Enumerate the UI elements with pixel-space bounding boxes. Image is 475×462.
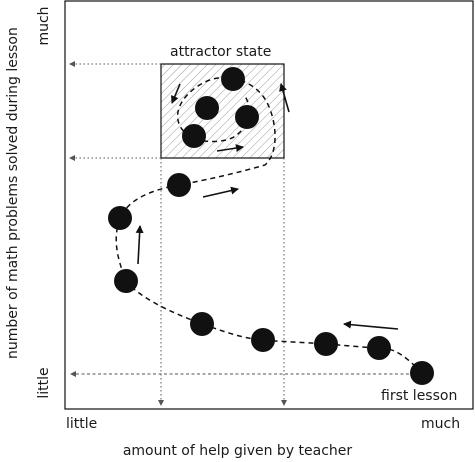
x-axis-low-label: little: [66, 416, 98, 432]
arrow-right-middle: [202, 186, 239, 198]
state-dot: [367, 336, 391, 360]
arrow-right-inside-attractor: [216, 144, 244, 153]
state-dot: [251, 328, 275, 352]
guide-lines: [69, 61, 420, 406]
y-axis-low-label: little: [36, 367, 52, 399]
state-dots: [108, 67, 434, 385]
state-dot: [410, 361, 434, 385]
state-dot: [314, 332, 338, 356]
first-lesson-label: first lesson: [381, 388, 458, 404]
state-dot: [195, 96, 219, 120]
direction-arrows: [135, 83, 399, 330]
state-dot: [221, 67, 245, 91]
state-dot: [167, 173, 191, 197]
x-axis-title: amount of help given by teacher: [122, 443, 353, 459]
state-dot: [235, 105, 259, 129]
x-axis-high-label: much: [421, 416, 461, 432]
y-axis-high-label: much: [36, 6, 52, 46]
trajectory-path: [115, 76, 423, 374]
arrow-up-right-inside-attractor: [279, 83, 290, 113]
state-dot: [108, 206, 132, 230]
arrow-up-left-side: [135, 225, 144, 265]
y-axis-title: number of math problems solved during le…: [5, 27, 21, 359]
attractor-state-label: attractor state: [170, 44, 272, 60]
plot-frame: [64, 0, 474, 410]
state-dot: [182, 124, 206, 148]
arrow-bottom-leftward: [343, 320, 399, 330]
state-dot: [190, 312, 214, 336]
arrow-down-left-inside-attractor: [171, 83, 181, 104]
state-dot: [114, 269, 138, 293]
